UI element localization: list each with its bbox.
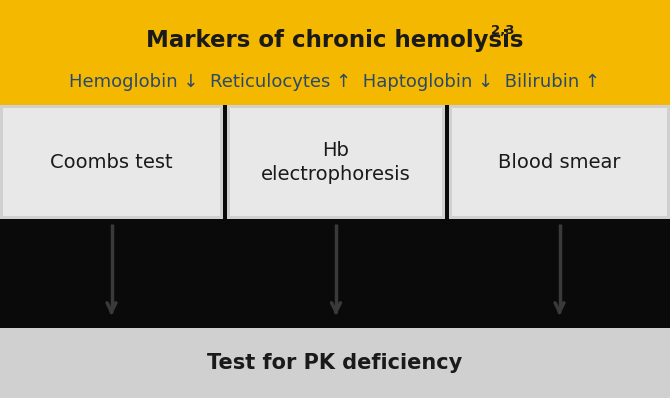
Text: Markers of chronic hemolysis: Markers of chronic hemolysis	[146, 29, 524, 52]
Text: Blood smear: Blood smear	[498, 153, 620, 172]
Bar	[452, 109, 667, 216]
Bar	[0, 219, 670, 328]
Bar	[0, 105, 670, 219]
Text: 2,3: 2,3	[491, 23, 515, 37]
Bar	[0, 328, 670, 398]
Text: Test for PK deficiency: Test for PK deficiency	[208, 353, 462, 373]
Bar	[0, 105, 670, 111]
Bar	[3, 109, 220, 216]
Text: Hb
electrophoresis: Hb electrophoresis	[261, 140, 411, 184]
Bar	[223, 105, 227, 219]
Bar	[445, 105, 449, 219]
Text: Hemoglobin ↓  Reticulocytes ↑  Haptoglobin ↓  Bilirubin ↑: Hemoglobin ↓ Reticulocytes ↑ Haptoglobin…	[70, 73, 600, 91]
Bar	[230, 109, 442, 216]
Bar	[0, 0, 670, 105]
Text: Coombs test: Coombs test	[50, 153, 173, 172]
